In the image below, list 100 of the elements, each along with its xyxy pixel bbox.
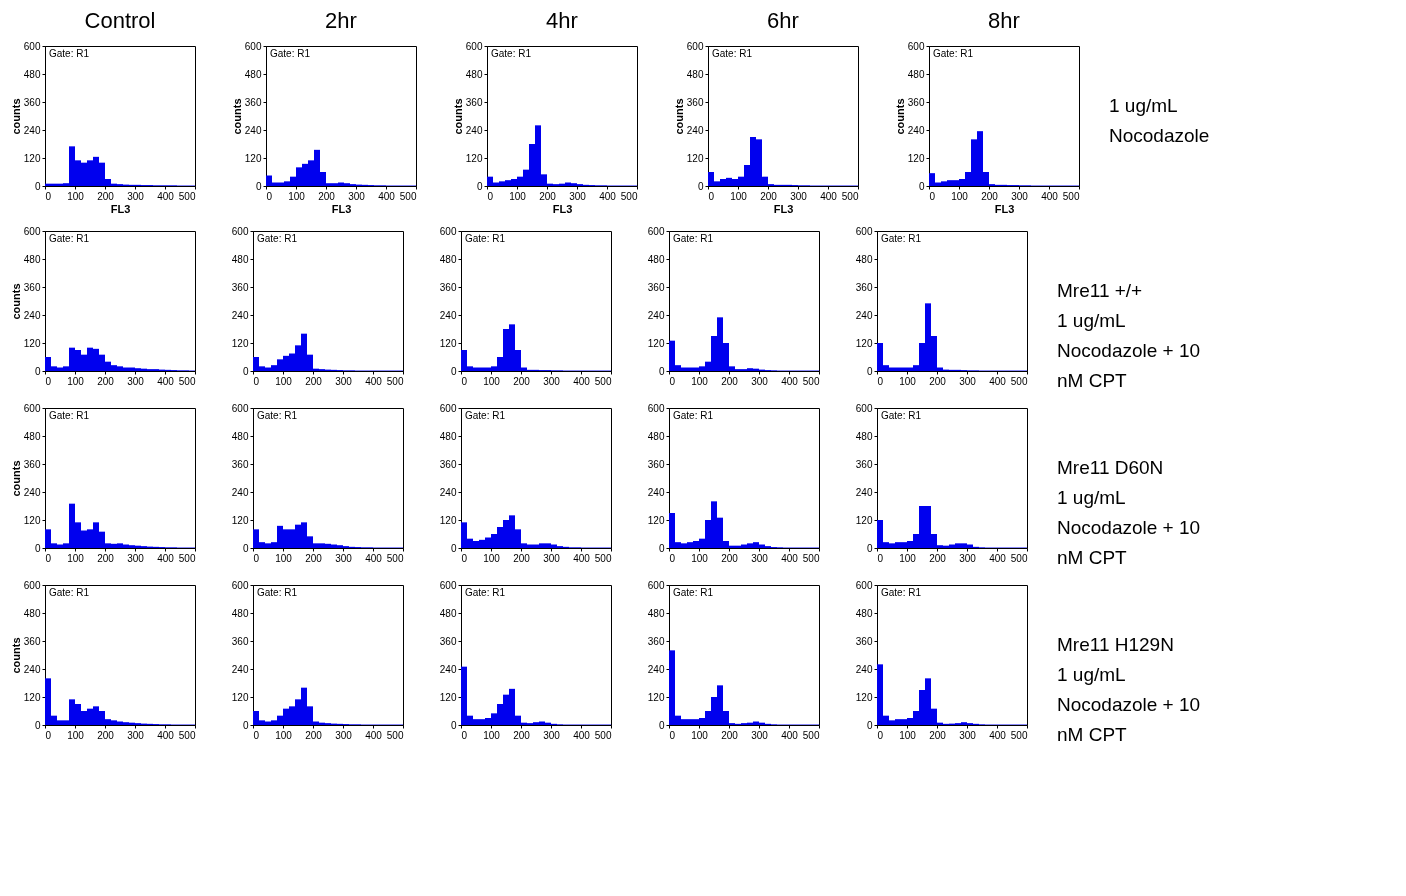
x-tick-label: 300 — [1011, 190, 1029, 202]
x-tick-label: 100 — [288, 190, 306, 202]
y-tick-label: 120 — [231, 337, 249, 349]
y-tick-label: 360 — [855, 281, 873, 293]
y-tick-label: 480 — [647, 430, 665, 442]
y-tick-label: 240 — [439, 309, 457, 321]
x-tick-label: 0 — [45, 552, 52, 564]
annotation: Gate: R1 — [933, 48, 974, 59]
y-tick-label: 600 — [23, 225, 41, 237]
y-tick-label: 600 — [465, 40, 483, 52]
x-tick-label: 200 — [760, 190, 778, 202]
x-tick-label: 0 — [266, 190, 273, 202]
x-tick-label: 400 — [365, 552, 383, 564]
y-tick-label: 480 — [23, 253, 41, 265]
x-tick-label: 500 — [386, 375, 404, 387]
x-tick-label: 500 — [178, 375, 196, 387]
x-tick-label: 400 — [820, 190, 838, 202]
y-tick-label: 120 — [647, 691, 665, 703]
y-tick-label: 240 — [907, 124, 925, 136]
x-tick-label: 200 — [721, 552, 739, 564]
annotation: Gate: R1 — [465, 587, 506, 598]
annotation: Gate: R1 — [49, 233, 90, 244]
y-tick-label: 480 — [231, 253, 249, 265]
y-tick-label: 480 — [855, 253, 873, 265]
x-tick-label: 400 — [781, 375, 799, 387]
y-tick-label: 240 — [231, 309, 249, 321]
x-tick-label: 300 — [335, 729, 353, 741]
x-tick-label: 300 — [751, 552, 769, 564]
x-tick-label: 300 — [569, 190, 587, 202]
x-tick-label: 300 — [127, 729, 145, 741]
x-tick-label: 500 — [594, 729, 612, 741]
y-tick-label: 120 — [244, 152, 262, 164]
y-tick-label: 480 — [23, 607, 41, 619]
y-tick-label: 600 — [647, 225, 665, 237]
annotation: Gate: R1 — [491, 48, 532, 59]
annotation: Gate: R1 — [49, 48, 90, 59]
y-tick-label: 600 — [231, 579, 249, 591]
x-tick-label: 300 — [335, 375, 353, 387]
x-tick-label: 500 — [594, 375, 612, 387]
x-tick-label: 100 — [67, 729, 85, 741]
x-tick-label: 200 — [305, 552, 323, 564]
x-tick-label: 500 — [802, 375, 820, 387]
y-tick-label: 360 — [244, 96, 262, 108]
x-tick-label: 500 — [620, 190, 638, 202]
x-tick-label: 500 — [1062, 190, 1080, 202]
x-axis-title: FL3 — [552, 202, 573, 215]
x-tick-label: 200 — [929, 729, 947, 741]
x-tick-label: 200 — [97, 375, 115, 387]
y-tick-label: 120 — [231, 514, 249, 526]
x-tick-label: 300 — [543, 552, 561, 564]
y-tick-label: 480 — [231, 607, 249, 619]
annotation: Gate: R1 — [49, 587, 90, 598]
y-tick-label: 0 — [34, 719, 41, 731]
x-tick-label: 500 — [386, 729, 404, 741]
x-tick-label: 200 — [97, 190, 115, 202]
y-tick-label: 240 — [23, 486, 41, 498]
x-tick-label: 100 — [67, 375, 85, 387]
annotation: Gate: R1 — [270, 48, 311, 59]
y-tick-label: 240 — [23, 663, 41, 675]
x-tick-label: 400 — [989, 729, 1007, 741]
y-tick-label: 120 — [23, 691, 41, 703]
x-tick-label: 0 — [487, 190, 494, 202]
y-tick-label: 240 — [855, 486, 873, 498]
y-axis-title: counts — [672, 98, 685, 135]
y-tick-label: 480 — [647, 253, 665, 265]
x-tick-label: 200 — [513, 552, 531, 564]
y-tick-label: 360 — [23, 96, 41, 108]
x-tick-label: 300 — [543, 729, 561, 741]
y-axis-title: counts — [9, 460, 22, 497]
y-tick-label: 120 — [855, 337, 873, 349]
y-tick-label: 600 — [855, 579, 873, 591]
y-tick-label: 480 — [465, 68, 483, 80]
y-tick-label: 360 — [855, 635, 873, 647]
y-tick-label: 360 — [647, 458, 665, 470]
y-tick-label: 360 — [439, 458, 457, 470]
y-tick-label: 0 — [242, 542, 249, 554]
x-tick-label: 0 — [669, 729, 676, 741]
y-tick-label: 0 — [34, 542, 41, 554]
x-tick-label: 400 — [573, 375, 591, 387]
y-tick-label: 0 — [242, 719, 249, 731]
y-tick-label: 600 — [231, 225, 249, 237]
y-tick-label: 240 — [244, 124, 262, 136]
y-tick-label: 600 — [686, 40, 704, 52]
chart-title: 6hr — [767, 8, 799, 33]
annotation: Gate: R1 — [881, 410, 922, 421]
x-tick-label: 100 — [691, 552, 709, 564]
x-tick-label: 0 — [708, 190, 715, 202]
y-tick-label: 480 — [439, 607, 457, 619]
y-tick-label: 360 — [465, 96, 483, 108]
chart-title: 4hr — [546, 8, 578, 33]
y-tick-label: 0 — [242, 365, 249, 377]
x-tick-label: 100 — [730, 190, 748, 202]
y-tick-label: 360 — [855, 458, 873, 470]
x-tick-label: 0 — [929, 190, 936, 202]
annotation: Gate: R1 — [881, 587, 922, 598]
x-tick-label: 0 — [45, 190, 52, 202]
y-tick-label: 600 — [647, 579, 665, 591]
x-tick-label: 500 — [594, 552, 612, 564]
y-tick-label: 480 — [855, 607, 873, 619]
x-tick-label: 200 — [305, 729, 323, 741]
